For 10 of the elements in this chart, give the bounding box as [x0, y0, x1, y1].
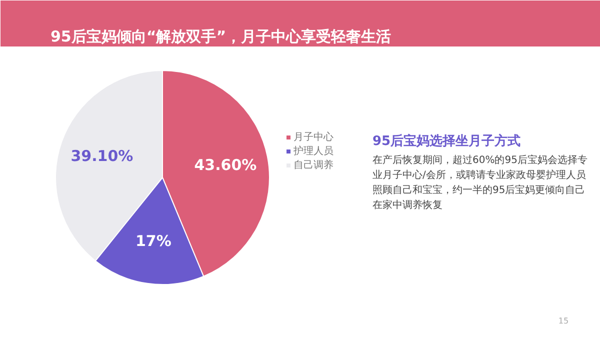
data-label: 39.10%: [70, 147, 134, 166]
text: 在产后恢复期间，超过60%的95后宝妈会选择专业月子中心/会所，或聘请专业家政母婴护理人员照顾自己和宝宝，约一半的95后宝妈更倾向自己在家中调养恢复: [372, 154, 588, 211]
data-label: 17%: [135, 232, 172, 250]
text: 95后宝妈选择坐月子方式: [372, 133, 521, 149]
data-label: 43.60%: [194, 156, 257, 174]
legend-label: 护理人员: [292, 145, 334, 157]
legend-label: 月子中心: [294, 131, 334, 143]
chart-title: 95后宝妈倾向“解放双手”，月子中心享受轻奢生活: [50, 28, 392, 46]
text: 15: [558, 316, 569, 326]
legend-label: 自己调养: [294, 159, 334, 171]
